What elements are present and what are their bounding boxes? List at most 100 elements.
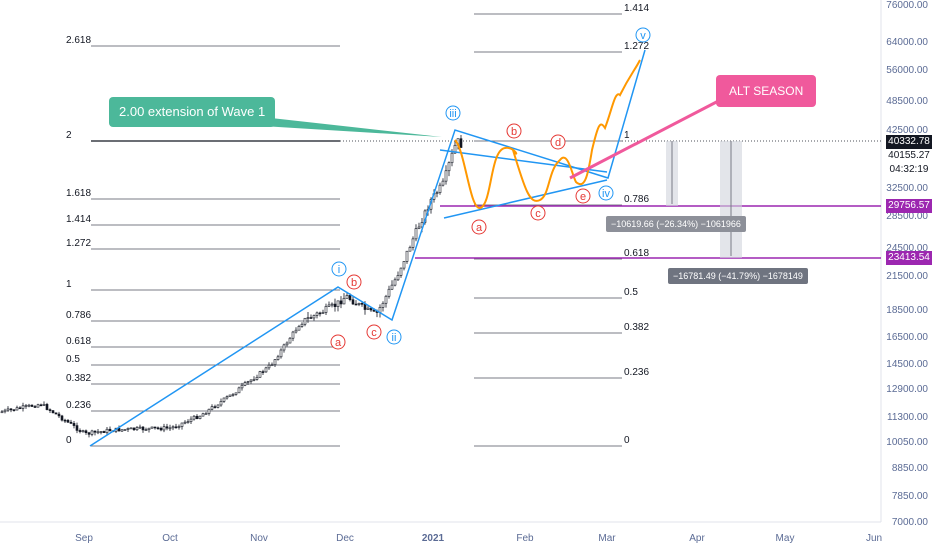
wave-label-circle: [366, 324, 382, 340]
x-tick-label: Sep: [75, 533, 93, 544]
candle-body: [384, 295, 388, 304]
candle-body: [72, 423, 76, 426]
candle-body: [171, 426, 175, 429]
y-tick-label: 28500.00: [886, 211, 928, 222]
candle-body: [297, 326, 301, 331]
x-tick-label: Mar: [598, 533, 616, 544]
y-tick-label: 64000.00: [886, 37, 928, 48]
candle-body: [180, 422, 184, 427]
wave-label-text: d: [555, 137, 561, 149]
y-tick-label: 14500.00: [886, 359, 928, 370]
candle-body: [399, 267, 403, 276]
candle-body: [84, 430, 88, 434]
price-tag-countdown: 04:32:19: [886, 163, 932, 177]
fib-left-label: 0.786: [66, 310, 91, 321]
fib-left-label: 1.618: [66, 188, 91, 199]
wave-label-c: c: [530, 205, 546, 221]
candle-body: [333, 303, 337, 307]
candle-body: [366, 307, 370, 310]
candle-body: [33, 406, 37, 408]
candle-body: [453, 144, 457, 154]
candle-body: [198, 415, 202, 419]
wave-label-circle: [530, 205, 546, 221]
wave-label-circle: [386, 329, 402, 345]
candle-body: [150, 426, 154, 429]
candle-body: [12, 409, 16, 411]
candle-body: [201, 413, 205, 417]
wave-label-circle: [575, 188, 591, 204]
y-tick-label: 7850.00: [892, 491, 929, 502]
candle-body: [252, 378, 256, 381]
candle-body: [363, 303, 367, 310]
candle-body: [174, 426, 178, 429]
candle-body: [345, 295, 349, 299]
triangle-top-line: [439, 149, 608, 173]
wave-label-text: a: [335, 337, 342, 349]
wave-label-v: v: [635, 27, 651, 43]
candle-body: [354, 303, 358, 306]
candle-body: [459, 138, 463, 148]
candle-body: [129, 427, 133, 430]
candle-body: [396, 275, 400, 281]
candle-body: [357, 303, 361, 305]
wave-label-text: iv: [602, 188, 610, 200]
wave-label-i: i: [331, 261, 347, 277]
fib-right-label: 0.236: [624, 367, 649, 378]
candle-body: [96, 431, 100, 434]
candle-body: [303, 317, 307, 325]
x-tick-label: 2021: [422, 533, 445, 544]
candle-body: [78, 430, 82, 432]
fib-left-label: 2.618: [66, 35, 91, 46]
candle-body: [387, 288, 391, 297]
alt-season-callout: ALT SEASON: [716, 75, 817, 107]
candle-body: [255, 376, 259, 380]
candle-body: [234, 392, 238, 395]
candle-body: [225, 396, 229, 399]
fib-right-label: 1: [624, 130, 630, 141]
candle-body: [228, 394, 232, 397]
candle-body: [120, 429, 124, 432]
candle-body: [60, 415, 64, 421]
y-tick-label: 56000.00: [886, 65, 928, 76]
candle-body: [261, 371, 265, 373]
measure-label-1: −10619.66 (−26.34%) −1061966: [606, 216, 746, 232]
candle-body: [162, 426, 166, 431]
candle-body: [21, 405, 25, 409]
extension-callout: 2.00 extension of Wave 1: [109, 97, 276, 127]
candle-body: [402, 261, 406, 269]
candle-body: [327, 304, 331, 307]
candle-body: [411, 238, 415, 248]
candle-body: [294, 329, 298, 333]
candle-body: [417, 226, 421, 229]
candle-body: [141, 426, 145, 431]
candle-body: [339, 300, 343, 305]
candle-body: [186, 421, 190, 423]
wave-label-circle: [331, 261, 347, 277]
x-tick-label: Apr: [689, 533, 705, 544]
wave-label-text: c: [371, 327, 377, 339]
candle-body: [447, 162, 451, 172]
wave-label-circle: [445, 105, 461, 121]
candle-body: [243, 382, 247, 386]
candle-body: [144, 429, 148, 432]
candle-body: [57, 413, 61, 417]
candle-body: [324, 306, 328, 313]
candle-body: [336, 300, 340, 307]
wave-label-circle: [598, 185, 614, 201]
candle-body: [381, 302, 385, 308]
candle-body: [27, 404, 31, 407]
candle-body: [192, 415, 196, 420]
candle-body: [285, 342, 289, 346]
candle-body: [135, 427, 139, 431]
wave-label-iii: iii: [445, 105, 461, 121]
fib-right-label: 0.786: [624, 194, 649, 205]
candle-body: [210, 406, 214, 410]
fib-left-label: 0: [66, 435, 72, 446]
candle-body: [237, 387, 241, 394]
candle-body: [177, 426, 181, 428]
price-tag-support-2: 23413.54: [886, 251, 932, 265]
candle-body: [102, 431, 106, 433]
fib-left-label: 1.414: [66, 214, 91, 225]
fib-left-label: 0.236: [66, 400, 91, 411]
